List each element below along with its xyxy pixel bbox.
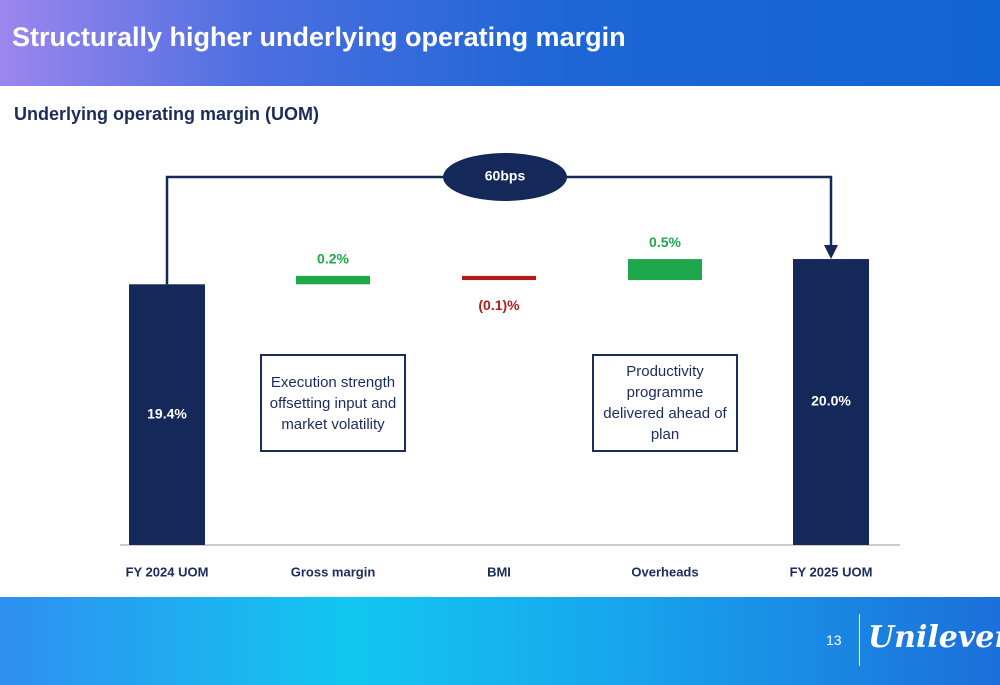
x-tick-label: FY 2024 UOM	[125, 564, 209, 580]
value-label: 19.4%	[147, 405, 187, 421]
value-label: 20.0%	[811, 393, 851, 409]
note-box: Productivity programme delivered ahead o…	[592, 354, 738, 452]
x-tick-label: FY 2025 UOM	[789, 564, 873, 580]
bracket-arrow	[824, 245, 838, 260]
bar	[793, 259, 869, 545]
value-label: 0.5%	[649, 234, 681, 250]
note-box: Execution strength offsetting input and …	[260, 354, 406, 452]
bar	[628, 259, 702, 281]
x-tick-label: BMI	[487, 564, 511, 580]
value-label: (0.1)%	[478, 297, 520, 313]
value-label: 0.2%	[317, 251, 349, 267]
x-tick-label: Overheads	[631, 564, 699, 580]
chart-subtitle: Underlying operating margin (UOM)	[14, 104, 320, 124]
bar	[129, 284, 205, 545]
bracket-badge	[443, 153, 567, 201]
slide-title: Structurally higher underlying operating…	[12, 22, 626, 52]
header-bar	[0, 0, 1000, 86]
bar	[296, 275, 370, 285]
footer-bar	[0, 597, 1000, 685]
page-number: 13	[826, 632, 842, 648]
bracket-label: 60bps	[485, 168, 526, 184]
x-tick-label: Gross margin	[290, 564, 376, 580]
divider	[859, 614, 860, 666]
bar	[462, 275, 536, 281]
logo: Unilever	[868, 620, 1000, 655]
